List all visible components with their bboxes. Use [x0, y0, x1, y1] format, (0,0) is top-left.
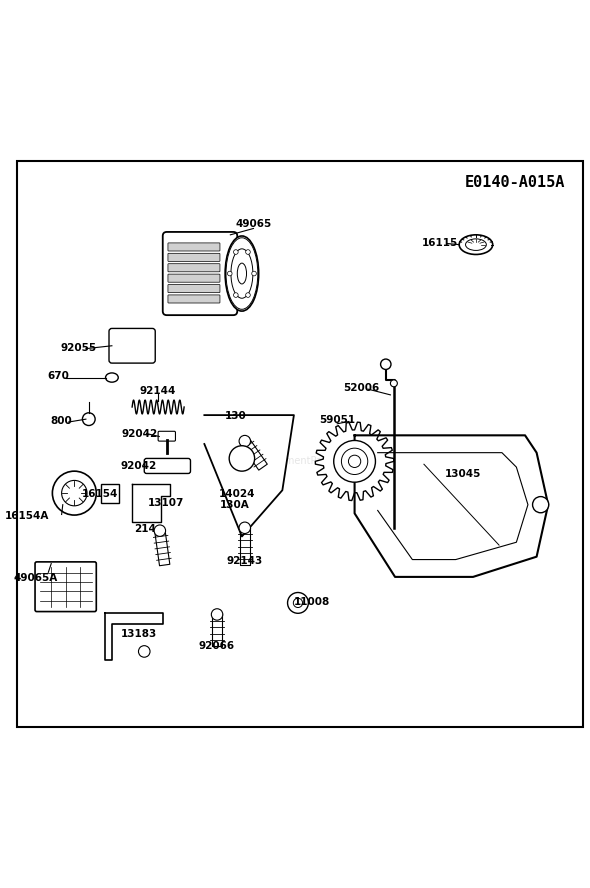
Text: eReplacementParts.com: eReplacementParts.com [240, 456, 359, 466]
Ellipse shape [226, 238, 258, 309]
FancyBboxPatch shape [168, 253, 220, 261]
Polygon shape [204, 415, 294, 536]
FancyBboxPatch shape [35, 562, 96, 612]
Text: 800: 800 [51, 416, 73, 426]
Ellipse shape [466, 239, 486, 250]
Polygon shape [315, 422, 394, 501]
Text: 130: 130 [225, 411, 247, 421]
Text: 49065A: 49065A [14, 573, 58, 583]
Circle shape [381, 359, 391, 369]
Polygon shape [241, 438, 267, 470]
Circle shape [139, 646, 150, 657]
Circle shape [234, 293, 238, 297]
FancyBboxPatch shape [168, 243, 220, 251]
Circle shape [245, 293, 250, 297]
Text: 130A: 130A [219, 500, 249, 511]
Polygon shape [212, 614, 222, 646]
Circle shape [229, 446, 255, 472]
FancyBboxPatch shape [109, 329, 155, 363]
Polygon shape [240, 527, 250, 566]
Text: 92143: 92143 [227, 556, 263, 567]
Ellipse shape [225, 236, 258, 311]
Polygon shape [105, 613, 163, 660]
Text: 13107: 13107 [148, 498, 184, 508]
Circle shape [234, 250, 238, 254]
Text: 16154A: 16154A [5, 511, 49, 521]
Text: 11008: 11008 [294, 597, 330, 607]
Polygon shape [355, 435, 548, 577]
Text: 92042: 92042 [121, 461, 157, 471]
Circle shape [61, 480, 87, 506]
Text: 49065: 49065 [235, 219, 271, 229]
Circle shape [293, 599, 303, 607]
Text: 214: 214 [134, 524, 156, 534]
FancyBboxPatch shape [158, 432, 175, 441]
Text: 14024: 14024 [219, 489, 255, 499]
Circle shape [228, 271, 232, 276]
Polygon shape [155, 530, 170, 566]
Polygon shape [132, 485, 170, 522]
FancyBboxPatch shape [168, 274, 220, 282]
Circle shape [252, 271, 256, 276]
Text: 59051: 59051 [319, 415, 355, 424]
Circle shape [391, 380, 397, 387]
Circle shape [287, 592, 309, 614]
Circle shape [53, 472, 96, 515]
Text: 13045: 13045 [444, 469, 481, 479]
Circle shape [83, 413, 95, 425]
Circle shape [533, 496, 549, 512]
Circle shape [245, 250, 250, 254]
Ellipse shape [237, 263, 247, 284]
Ellipse shape [334, 440, 375, 482]
Text: 52006: 52006 [343, 383, 379, 393]
Ellipse shape [459, 234, 493, 255]
Text: E0140-A015A: E0140-A015A [465, 175, 565, 190]
Ellipse shape [342, 448, 368, 474]
FancyBboxPatch shape [144, 458, 191, 473]
FancyBboxPatch shape [168, 284, 220, 293]
Ellipse shape [349, 456, 360, 467]
Text: 92144: 92144 [140, 386, 176, 396]
Text: 92042: 92042 [122, 429, 158, 439]
FancyBboxPatch shape [101, 485, 119, 503]
Ellipse shape [106, 373, 118, 382]
Circle shape [239, 435, 251, 447]
Ellipse shape [231, 249, 253, 298]
Text: 92055: 92055 [61, 343, 97, 353]
FancyBboxPatch shape [168, 264, 220, 272]
Text: 16154: 16154 [82, 489, 119, 499]
Text: 92066: 92066 [199, 641, 235, 651]
FancyBboxPatch shape [168, 295, 220, 303]
Circle shape [154, 525, 166, 536]
Text: 13183: 13183 [121, 629, 157, 638]
Circle shape [211, 609, 223, 620]
Circle shape [239, 522, 251, 534]
FancyBboxPatch shape [163, 232, 237, 315]
Text: 670: 670 [48, 371, 70, 381]
Text: 16115: 16115 [422, 239, 458, 249]
